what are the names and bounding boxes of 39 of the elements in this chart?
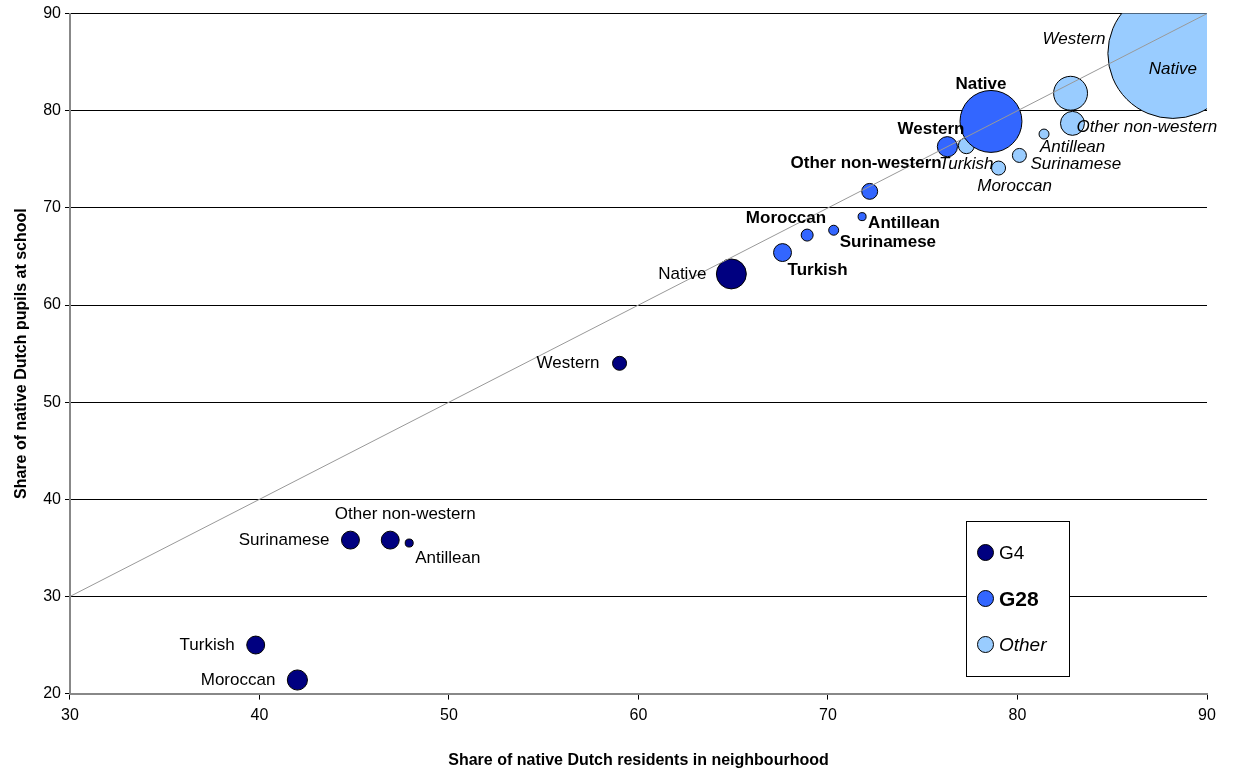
x-tick-label: 30 bbox=[61, 705, 79, 723]
annotation: Turkish bbox=[939, 154, 994, 174]
legend-label: G28 bbox=[999, 586, 1039, 611]
x-tick-label: 90 bbox=[1198, 705, 1216, 723]
y-tick-label: 60 bbox=[43, 295, 62, 313]
annotation: Western bbox=[536, 353, 600, 372]
x-tick-label: 70 bbox=[819, 705, 837, 723]
y-axis-title: Share of native Dutch pupils at school bbox=[12, 208, 30, 499]
y-tick-label: 90 bbox=[43, 4, 62, 22]
annotation: Other non-western bbox=[334, 503, 476, 523]
x-tick-label: 50 bbox=[440, 705, 458, 723]
x-tick-label: 80 bbox=[1008, 705, 1027, 723]
annotation: Surinamese bbox=[1030, 154, 1122, 174]
annotation: Moroccan bbox=[745, 207, 827, 227]
legend-label: G4 bbox=[999, 541, 1025, 564]
y-tick-label: 70 bbox=[43, 198, 62, 216]
annotation: Native bbox=[1148, 59, 1197, 79]
annotation: Native bbox=[955, 74, 1007, 94]
annotation: Turkish bbox=[179, 634, 235, 654]
annotation: Surinamese bbox=[839, 231, 937, 251]
annotation: Moroccan bbox=[200, 669, 276, 689]
y-tick-label: 40 bbox=[43, 489, 62, 507]
y-tick-label: 50 bbox=[43, 392, 62, 410]
annotation: Moroccan bbox=[977, 175, 1052, 195]
legend-label: Other bbox=[999, 633, 1047, 656]
y-tick-label: 30 bbox=[43, 586, 62, 604]
y-tick-label: 80 bbox=[43, 101, 62, 119]
annotation: Turkish bbox=[787, 260, 848, 280]
annotation: Other non-western bbox=[790, 153, 942, 173]
annotation: Antillean bbox=[1039, 136, 1106, 156]
x-tick-label: 40 bbox=[250, 705, 269, 723]
y-tick-label: 20 bbox=[43, 684, 62, 702]
x-tick-label: 60 bbox=[629, 705, 648, 723]
annotation: Native bbox=[658, 263, 707, 283]
annotation: Surinamese bbox=[238, 529, 330, 549]
annotation: Antillean bbox=[868, 213, 940, 233]
annotation: Antillean bbox=[415, 547, 481, 567]
x-axis-title: Share of native Dutch residents in neighbourhood bbox=[448, 750, 829, 768]
annotation: Western bbox=[1042, 28, 1106, 48]
